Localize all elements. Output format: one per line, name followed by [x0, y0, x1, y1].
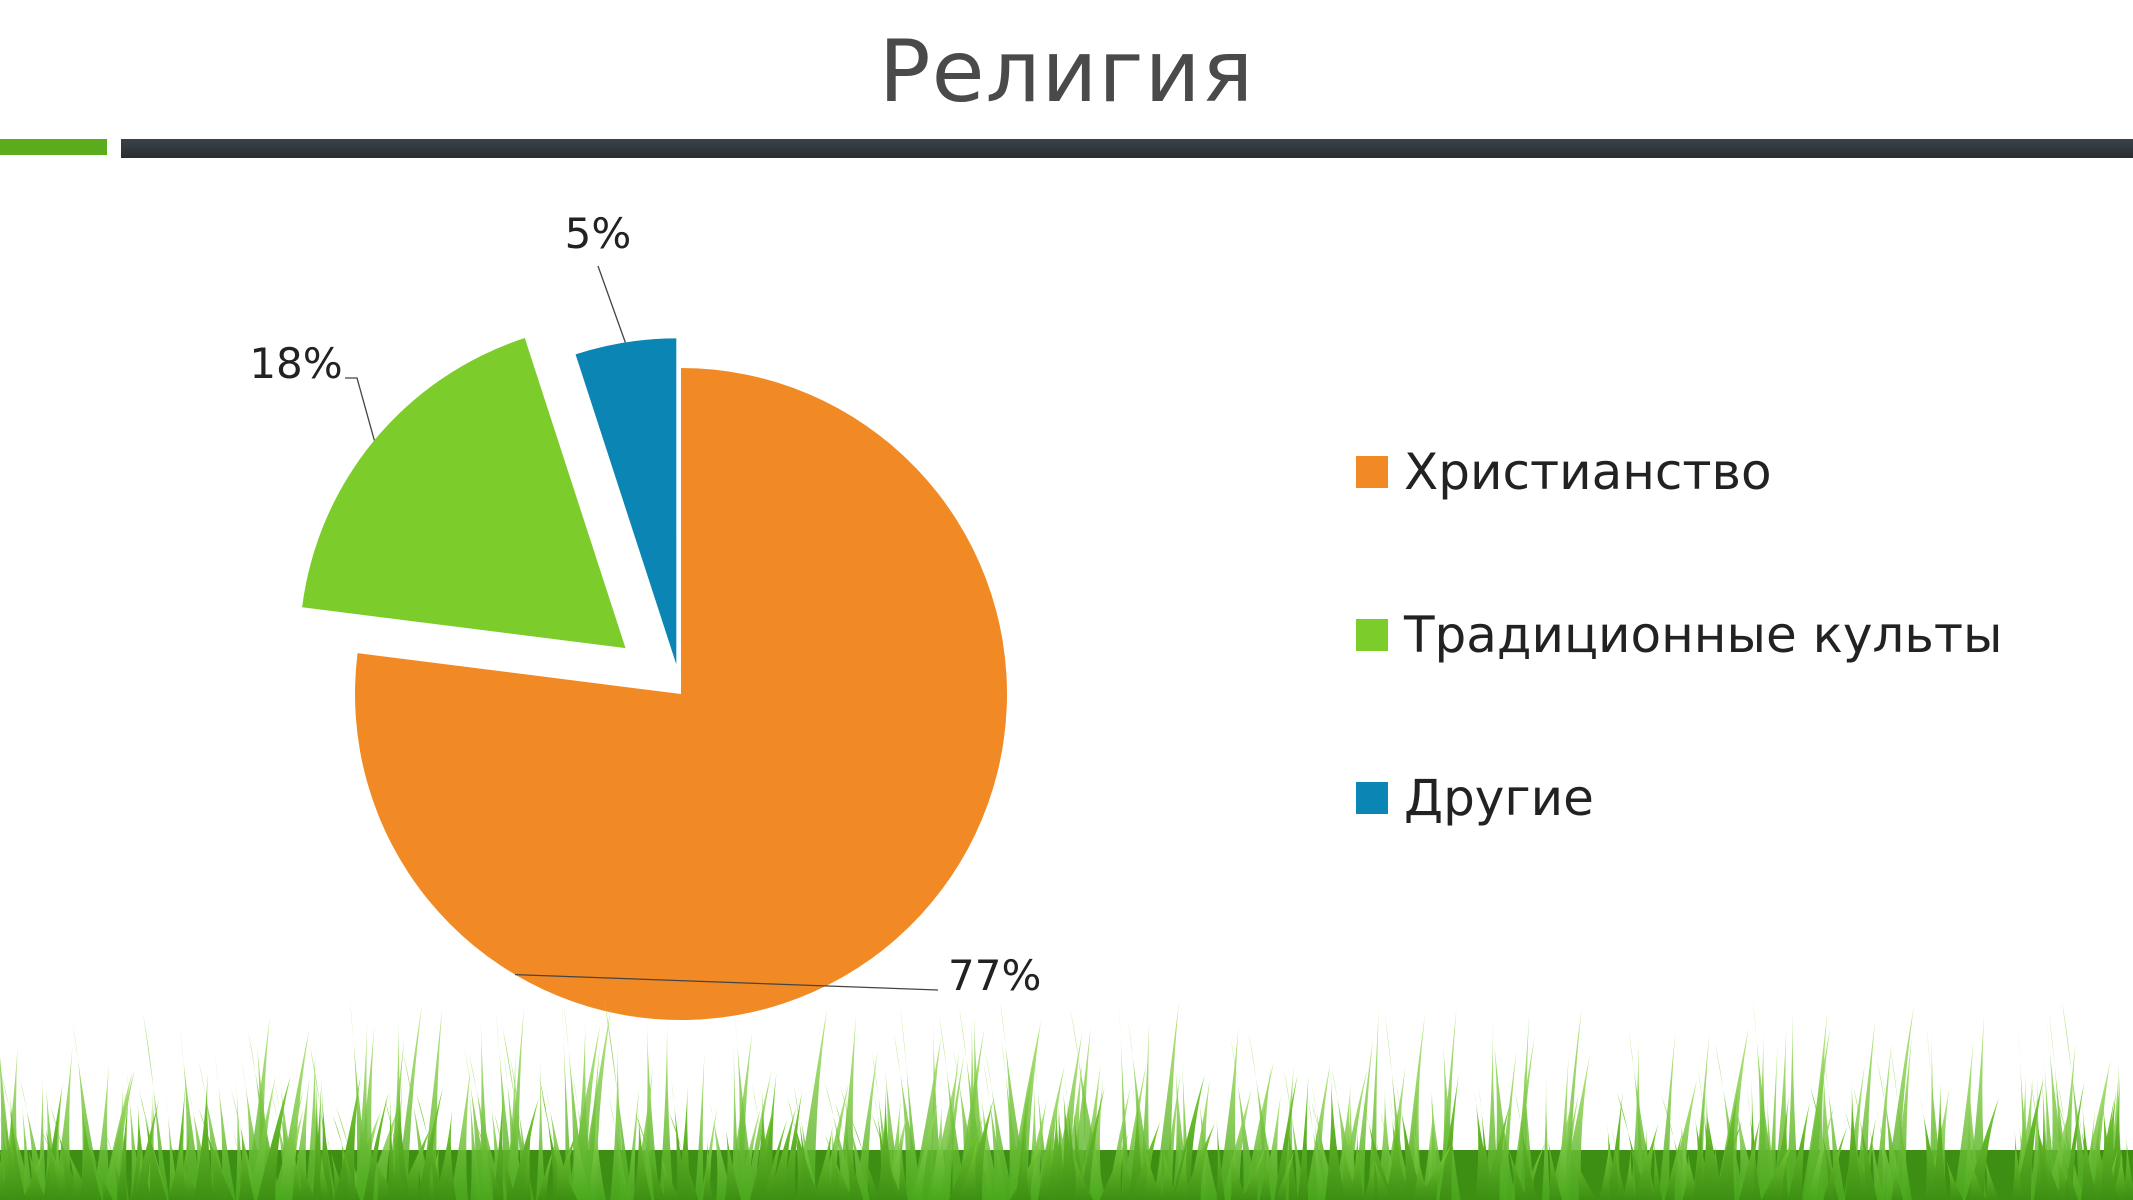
legend-label-other: Другие [1404, 769, 1594, 827]
accent-bar-green [0, 139, 107, 155]
grass-layer [0, 1000, 2126, 1200]
legend-item: Другие [1356, 763, 2002, 833]
data-label-other: 5% [565, 209, 632, 258]
leader-line-christianity [515, 973, 939, 991]
legend-label-traditional: Традиционные культы [1404, 606, 2003, 664]
legend-item: Традиционные культы [1356, 600, 2002, 670]
legend-item: Христианство [1356, 437, 2002, 507]
chart-legend: Христианство Традиционные культы Другие [1356, 437, 2002, 926]
pie-slice-other [575, 338, 677, 665]
accent-bar-dark [121, 139, 2133, 158]
grass-layer [0, 1070, 2133, 1200]
data-label-traditional: 18% [249, 339, 342, 388]
pie-slice-christianity [354, 368, 1008, 1020]
legend-swatch-other [1356, 782, 1388, 814]
legend-swatch-christianity [1356, 456, 1388, 488]
data-label-christianity: 77% [948, 951, 1041, 1000]
pie-slice-traditional [302, 338, 626, 649]
slide-title: Религия [878, 22, 1255, 122]
leader-line-traditional [345, 377, 375, 441]
leader-line-other [597, 265, 626, 343]
legend-label-christianity: Христианство [1404, 443, 1772, 501]
grass-decoration [0, 1000, 2133, 1200]
legend-swatch-traditional [1356, 619, 1388, 651]
